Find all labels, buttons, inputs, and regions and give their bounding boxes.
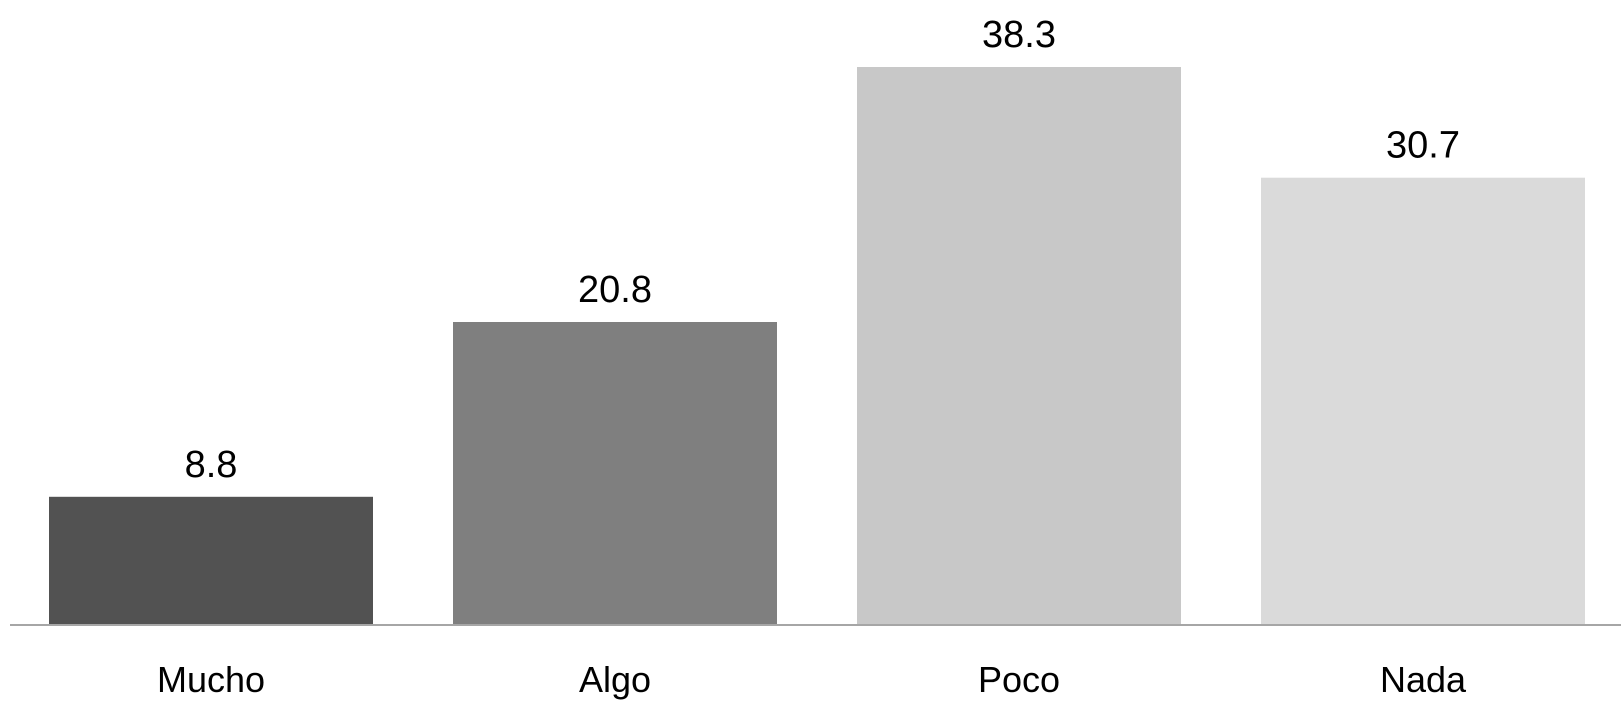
bar-nada: [1261, 177, 1585, 625]
bar-algo: [453, 322, 777, 625]
category-labels-layer: Mucho Algo Poco Nada: [157, 659, 1467, 700]
value-label-nada: 30.7: [1386, 125, 1460, 167]
value-label-poco: 38.3: [982, 14, 1056, 56]
category-label-mucho: Mucho: [157, 659, 265, 700]
category-label-algo: Algo: [579, 659, 651, 700]
value-label-mucho: 8.8: [185, 444, 238, 486]
bars-layer: [49, 67, 1585, 625]
value-labels-layer: 8.8 20.8 38.3 30.7: [185, 14, 1460, 486]
bar-poco: [857, 67, 1181, 625]
value-label-algo: 20.8: [578, 269, 652, 311]
category-label-poco: Poco: [978, 659, 1060, 700]
category-label-nada: Nada: [1380, 659, 1467, 700]
bar-mucho: [49, 496, 373, 625]
